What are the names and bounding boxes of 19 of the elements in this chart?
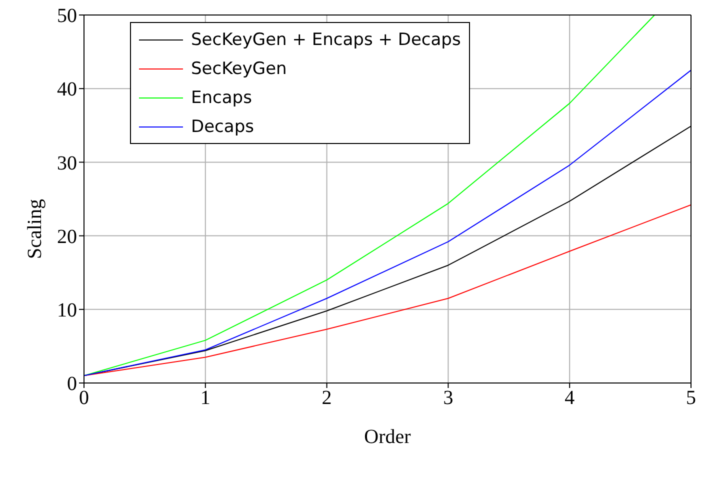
y-tick-label: 50 — [57, 5, 77, 28]
y-tick-label: 10 — [57, 300, 77, 322]
legend-label: SecKeyGen — [191, 58, 287, 78]
x-tick-label: 2 — [322, 387, 332, 410]
y-tick-label: 0 — [67, 373, 77, 396]
legend-label: SecKeyGen + Encaps + Decaps — [191, 30, 461, 50]
legend-label: Encaps — [191, 88, 252, 108]
x-tick-label: 4 — [564, 387, 575, 410]
x-tick-label: 3 — [443, 387, 454, 410]
line-series — [84, 204, 691, 376]
y-tick-label: 20 — [57, 226, 77, 248]
legend-label: Decaps — [191, 116, 254, 136]
x-tick-label: 5 — [686, 387, 696, 410]
y-tick-label: 30 — [57, 152, 77, 174]
x-axis-title: Order — [364, 426, 412, 448]
line-series — [84, 15, 656, 376]
x-tick-label: 1 — [200, 387, 210, 410]
y-tick-label: 40 — [57, 78, 77, 101]
y-axis-title: Scaling — [24, 199, 46, 259]
